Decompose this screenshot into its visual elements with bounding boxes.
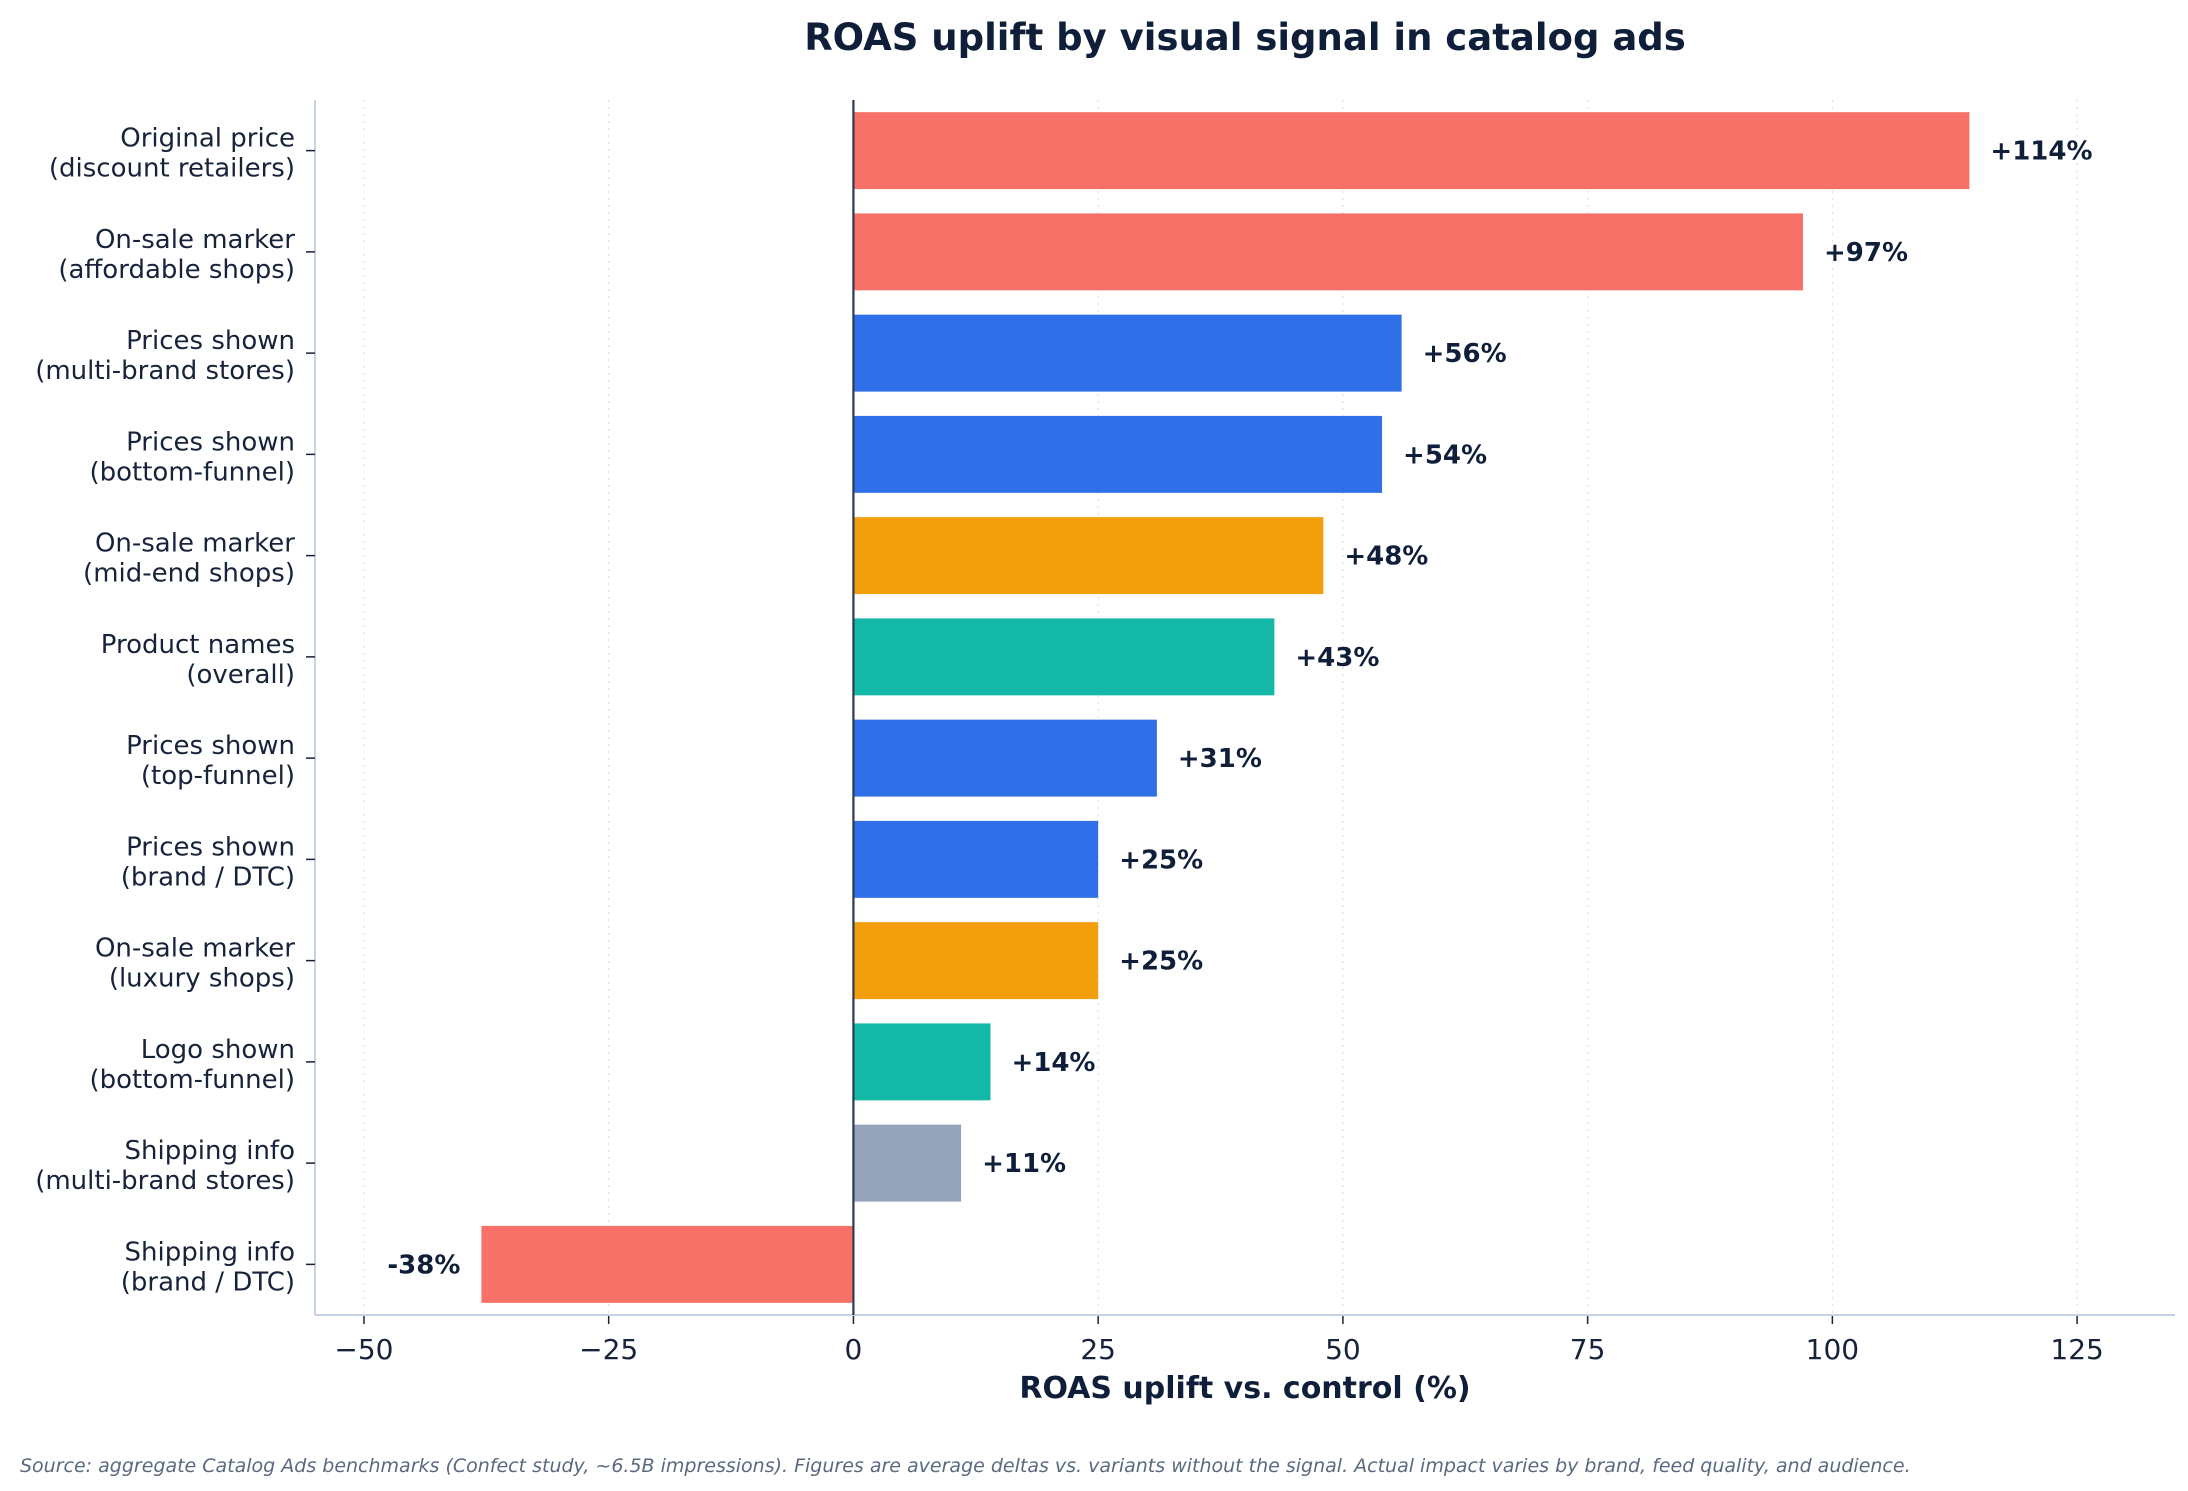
data-label: +43% bbox=[1295, 643, 1379, 673]
bar bbox=[853, 1023, 991, 1101]
bar bbox=[481, 1225, 854, 1303]
category-label: Product names bbox=[101, 630, 295, 660]
category-sublabel: (discount retailers) bbox=[49, 154, 295, 184]
source-note: Source: aggregate Catalog Ads benchmarks… bbox=[20, 1455, 1911, 1477]
category-sublabel: (brand / DTC) bbox=[121, 1267, 295, 1297]
category-sublabel: (mid-end shops) bbox=[83, 559, 295, 589]
x-tick-label: 50 bbox=[1325, 1333, 1361, 1366]
bar bbox=[853, 1124, 962, 1202]
category-label: On-sale marker bbox=[95, 225, 295, 255]
data-label: +31% bbox=[1178, 744, 1262, 774]
category-sublabel: (brand / DTC) bbox=[121, 862, 295, 892]
category-label: On-sale marker bbox=[95, 934, 295, 964]
category-sublabel: (bottom-funnel) bbox=[89, 457, 295, 487]
x-tick-label: 25 bbox=[1080, 1333, 1116, 1366]
category-label: Prices shown bbox=[126, 427, 295, 457]
x-tick-label: 100 bbox=[1806, 1333, 1859, 1366]
x-tick-label: 125 bbox=[2050, 1333, 2103, 1366]
category-label: Shipping info bbox=[125, 1237, 295, 1267]
category-label: Shipping info bbox=[125, 1136, 295, 1166]
category-label: Prices shown bbox=[126, 832, 295, 862]
axes: −50 −25 0 25 50 75 100 125 Original price(discou… bbox=[35, 100, 2175, 1366]
bar bbox=[853, 213, 1803, 291]
bar bbox=[853, 820, 1099, 898]
bar bbox=[853, 314, 1402, 392]
category-label: Prices shown bbox=[126, 731, 295, 761]
x-tick-label: −25 bbox=[579, 1333, 638, 1366]
category-sublabel: (affordable shops) bbox=[58, 255, 295, 285]
category-sublabel: (multi-brand stores) bbox=[35, 1166, 295, 1196]
data-label: +97% bbox=[1824, 238, 1908, 268]
category-label: On-sale marker bbox=[95, 529, 295, 559]
category-label: Logo shown bbox=[141, 1035, 295, 1065]
data-label: +11% bbox=[982, 1149, 1066, 1179]
category-sublabel: (multi-brand stores) bbox=[35, 356, 295, 386]
bar bbox=[853, 415, 1383, 493]
category-sublabel: (bottom-funnel) bbox=[89, 1065, 295, 1095]
bar bbox=[853, 112, 1970, 190]
category-label: Original price bbox=[120, 124, 295, 154]
chart-title: ROAS uplift by visual signal in catalog … bbox=[804, 16, 1686, 59]
x-axis-label: ROAS uplift vs. control (%) bbox=[1019, 1371, 1470, 1406]
bar bbox=[853, 719, 1157, 797]
x-tick-label: 75 bbox=[1570, 1333, 1606, 1366]
category-sublabel: (luxury shops) bbox=[109, 964, 295, 994]
data-label: -38% bbox=[387, 1250, 460, 1280]
data-label: +14% bbox=[1011, 1048, 1095, 1078]
category-sublabel: (top-funnel) bbox=[141, 761, 295, 791]
x-tick-label: −50 bbox=[334, 1333, 393, 1366]
bar bbox=[853, 618, 1275, 696]
data-label: +48% bbox=[1344, 542, 1428, 572]
category-label: Prices shown bbox=[126, 326, 295, 356]
data-label: +114% bbox=[1990, 137, 2092, 167]
bars: +114% +97% +56% +54% +48% +43% +31% +25% +25% +14… bbox=[387, 112, 2093, 1303]
data-label: +25% bbox=[1119, 845, 1203, 875]
bar bbox=[853, 922, 1099, 1000]
data-label: +54% bbox=[1403, 440, 1487, 470]
bar bbox=[853, 517, 1324, 595]
x-tick-label: 0 bbox=[845, 1333, 863, 1366]
data-label: +25% bbox=[1119, 947, 1203, 977]
category-sublabel: (overall) bbox=[186, 660, 295, 690]
data-label: +56% bbox=[1423, 339, 1507, 369]
